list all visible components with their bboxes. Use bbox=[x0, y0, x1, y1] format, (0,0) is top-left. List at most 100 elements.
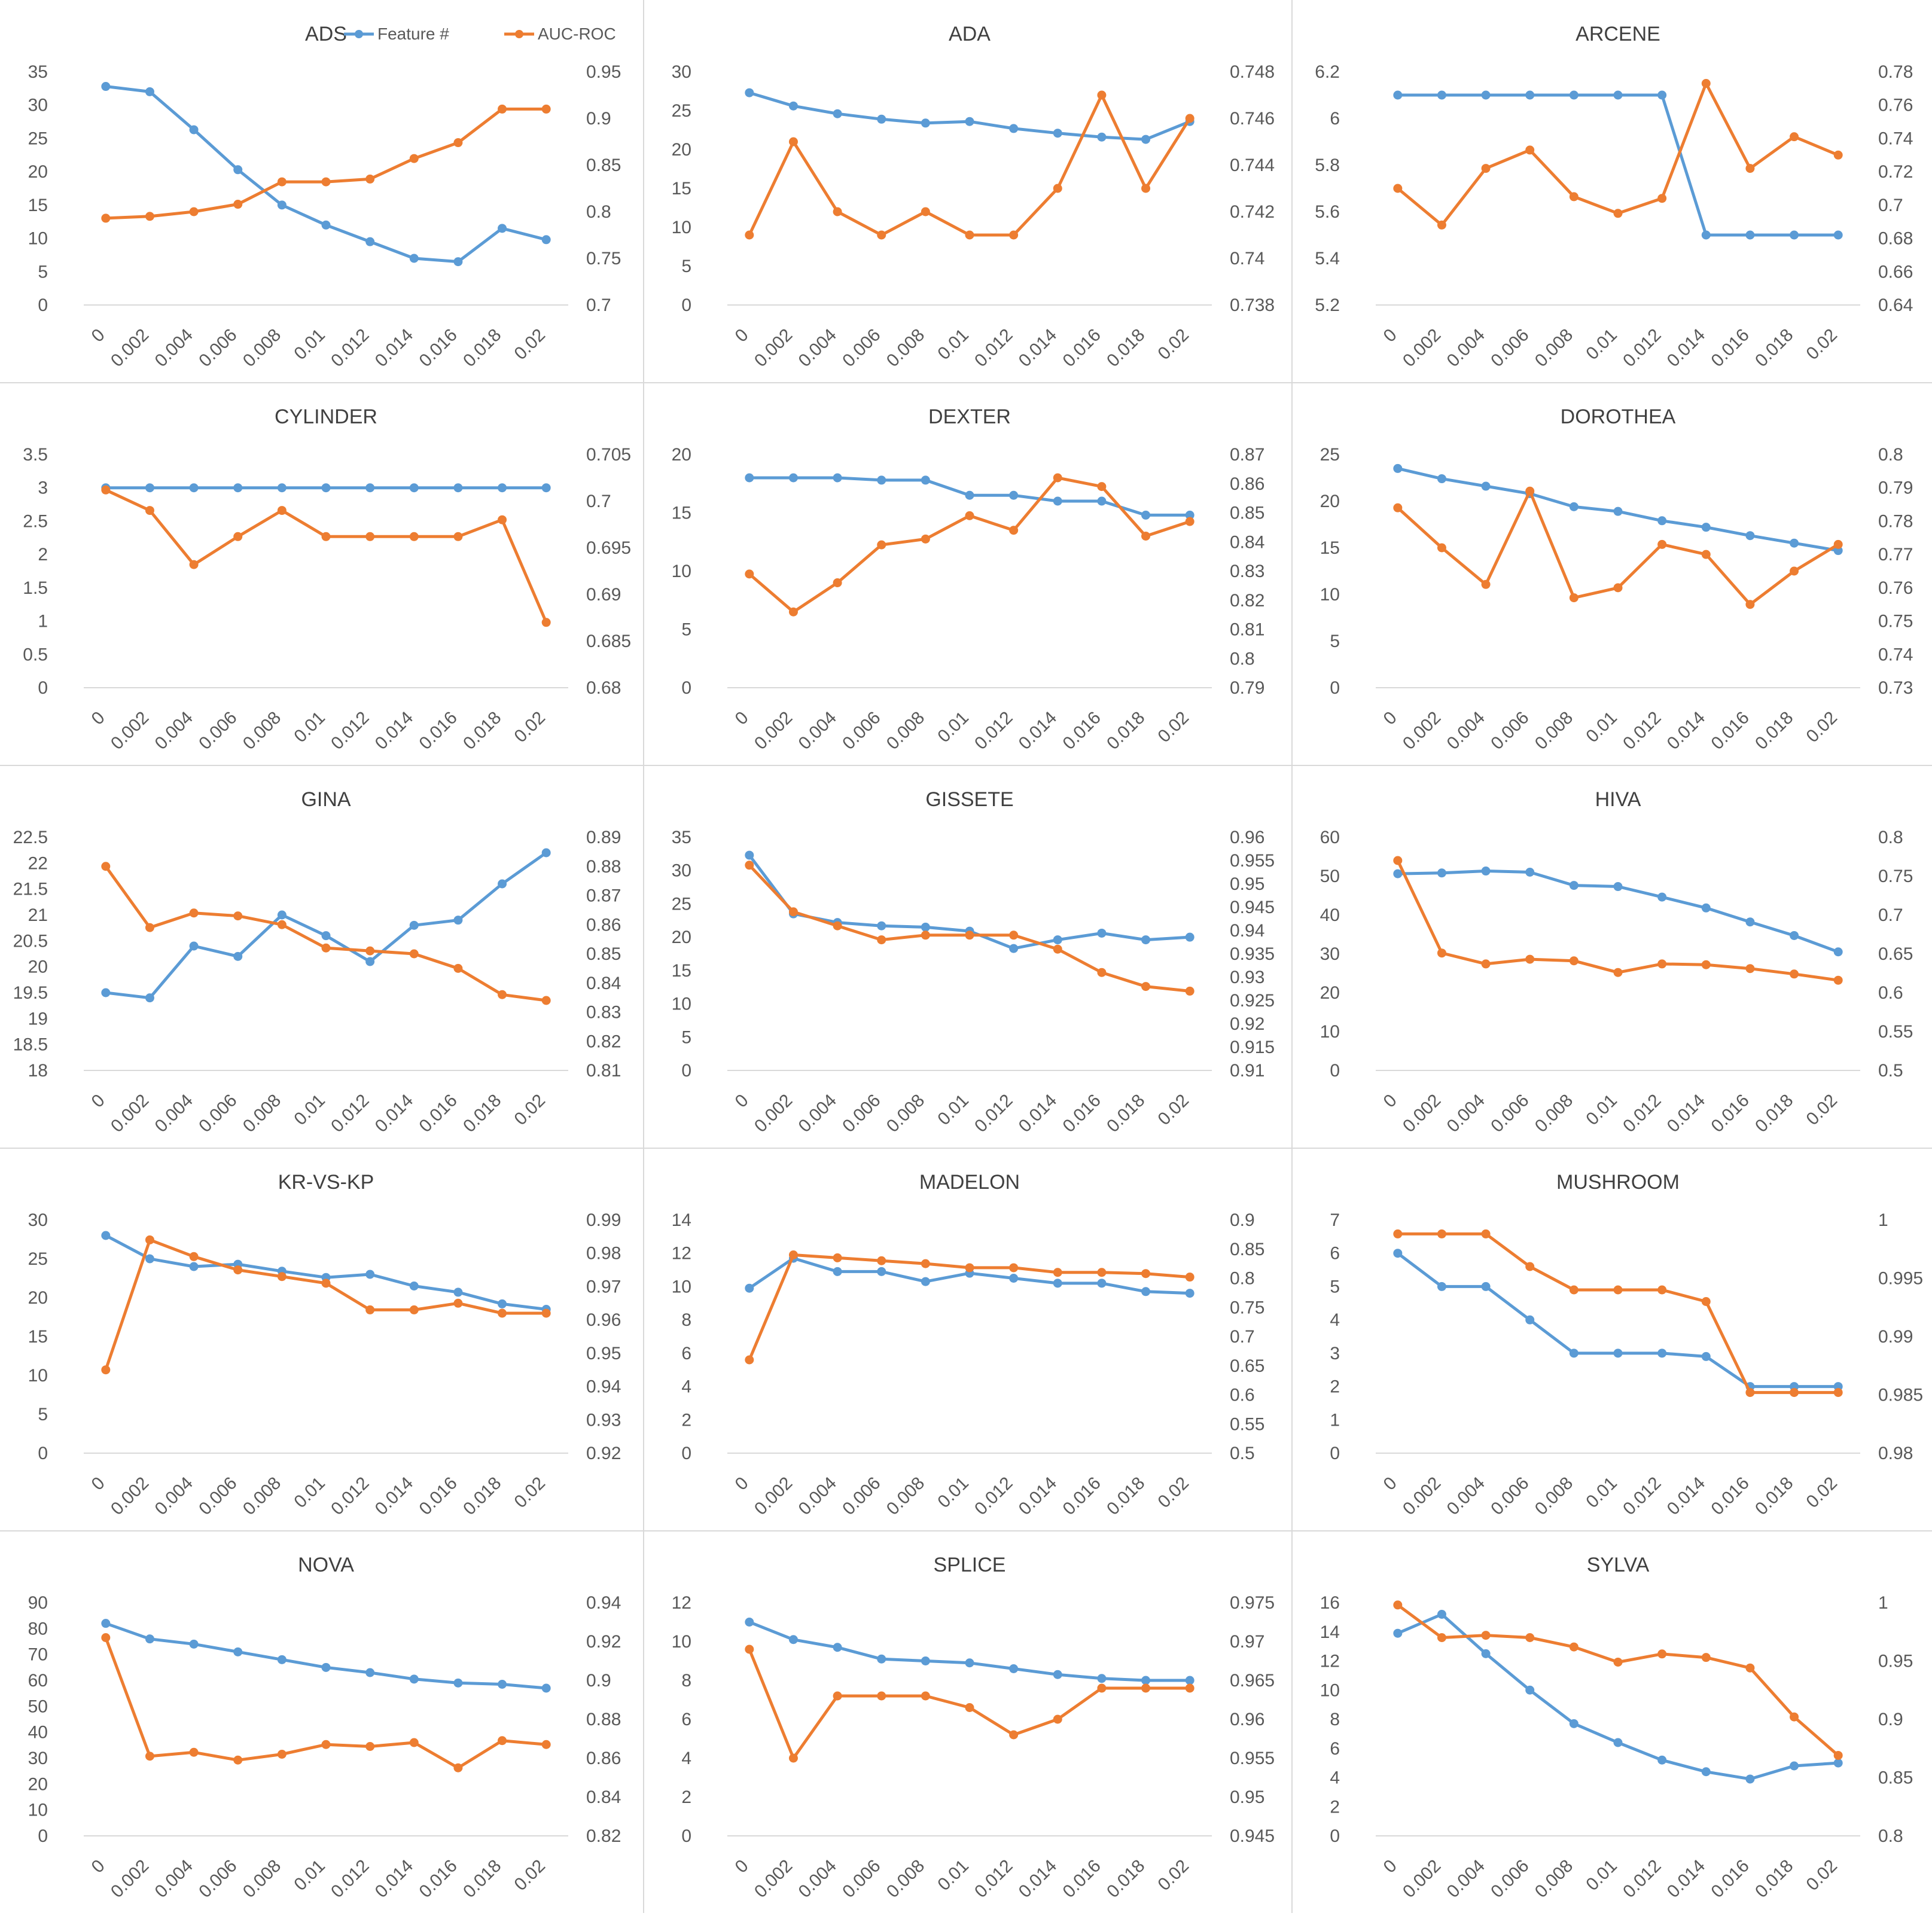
y-left-tick-label: 5 bbox=[681, 1027, 691, 1047]
feature-point bbox=[541, 1683, 551, 1693]
feature-point bbox=[1790, 1761, 1799, 1771]
y-left-tick-label: 15 bbox=[672, 504, 691, 523]
x-tick-label: 0.006 bbox=[839, 708, 884, 753]
feature-point bbox=[1053, 1670, 1062, 1679]
auc-point bbox=[1437, 1229, 1446, 1238]
feature-point bbox=[321, 931, 331, 941]
auc-series-line bbox=[1396, 859, 1839, 982]
y-right-tick-label: 0.99 bbox=[586, 1210, 621, 1230]
feature-point bbox=[1657, 1348, 1667, 1358]
feature-point bbox=[1437, 868, 1446, 878]
auc-point bbox=[1393, 184, 1403, 193]
auc-point bbox=[1053, 1714, 1062, 1724]
y-left-tick-label: 0 bbox=[681, 1061, 691, 1081]
x-tick-label: 0.016 bbox=[415, 1091, 461, 1136]
y-left-tick-label: 20 bbox=[28, 957, 48, 977]
x-tick-label: 0.014 bbox=[1663, 1473, 1709, 1519]
y-left-tick-label: 15 bbox=[672, 961, 691, 981]
feature-point bbox=[1185, 1676, 1194, 1685]
x-tick-label: 0.018 bbox=[1751, 1856, 1797, 1902]
auc-point bbox=[1097, 1268, 1107, 1277]
auc-point bbox=[1790, 969, 1799, 979]
auc-point bbox=[1790, 132, 1799, 142]
y-left-tick-label: 20.5 bbox=[13, 931, 48, 951]
y-right-tick-label: 0.64 bbox=[1878, 295, 1913, 315]
y-left-tick-label: 30 bbox=[28, 96, 48, 115]
feature-point bbox=[745, 473, 754, 483]
feature-point bbox=[1481, 90, 1491, 100]
feature-point bbox=[189, 941, 199, 951]
y-left-tick-label: 25 bbox=[672, 101, 691, 121]
y-right-tick-label: 0.94 bbox=[1230, 921, 1264, 941]
auc-point bbox=[189, 207, 199, 216]
y-left-tick-label: 6 bbox=[681, 1344, 691, 1363]
auc-point bbox=[1481, 579, 1491, 589]
auc-point bbox=[277, 1750, 287, 1759]
auc-point bbox=[1745, 1388, 1755, 1398]
auc-point bbox=[1009, 1263, 1019, 1273]
y-left-tick-label: 16 bbox=[1320, 1593, 1340, 1613]
feature-point bbox=[321, 1662, 331, 1672]
auc-point bbox=[277, 506, 287, 515]
y-left-tick-label: 0 bbox=[1330, 1826, 1340, 1846]
x-tick-label: 0 bbox=[1380, 325, 1401, 346]
x-tick-label: 0.014 bbox=[1663, 1856, 1709, 1902]
auc-point bbox=[788, 1753, 798, 1763]
y-left-tick-label: 3.5 bbox=[23, 445, 48, 465]
auc-point bbox=[1009, 930, 1019, 940]
x-tick-label: 0.01 bbox=[934, 708, 973, 747]
feature-point bbox=[921, 118, 930, 128]
x-tick-label: 0.012 bbox=[1619, 1091, 1665, 1136]
x-tick-label: 0.01 bbox=[1582, 1091, 1621, 1130]
auc-point bbox=[965, 1263, 974, 1273]
x-tick-label: 0.004 bbox=[1443, 708, 1489, 753]
y-left-tick-label: 3 bbox=[1330, 1344, 1340, 1363]
x-tick-label: 0.02 bbox=[511, 1856, 550, 1895]
y-right-tick-label: 0.93 bbox=[586, 1410, 621, 1430]
y-right-tick-label: 0.8 bbox=[586, 202, 611, 222]
auc-point bbox=[1185, 517, 1194, 526]
feature-point bbox=[1009, 1664, 1019, 1673]
feature-point bbox=[745, 850, 754, 860]
feature-point bbox=[1009, 944, 1019, 953]
feature-point bbox=[1481, 1649, 1491, 1658]
y-left-tick-label: 2 bbox=[1330, 1377, 1340, 1397]
y-left-tick-label: 5 bbox=[38, 262, 48, 282]
feature-point bbox=[1009, 124, 1019, 133]
auc-point bbox=[1097, 1683, 1107, 1693]
x-tick-label: 0.01 bbox=[290, 1473, 329, 1512]
x-tick-label: 0.016 bbox=[1707, 708, 1753, 753]
x-tick-label: 0.018 bbox=[1103, 1856, 1148, 1902]
feature-point bbox=[453, 1287, 463, 1297]
x-tick-label: 0.002 bbox=[751, 708, 796, 753]
auc-point bbox=[1701, 550, 1711, 559]
y-right-tick-label: 0.85 bbox=[586, 155, 621, 175]
auc-point bbox=[498, 1736, 507, 1746]
feature-point bbox=[1437, 1282, 1446, 1291]
y-right-tick-label: 0.98 bbox=[586, 1244, 621, 1264]
auc-point bbox=[921, 534, 930, 544]
y-right-tick-label: 0.7 bbox=[586, 295, 611, 315]
y-left-tick-label: 19 bbox=[28, 1009, 48, 1029]
x-tick-label: 0.006 bbox=[1487, 1091, 1532, 1136]
y-left-tick-label: 10 bbox=[672, 562, 691, 581]
x-tick-label: 0.004 bbox=[795, 1091, 840, 1136]
feature-point bbox=[145, 1634, 154, 1644]
feature-point bbox=[409, 1674, 419, 1684]
y-left-tick-label: 0 bbox=[1330, 1444, 1340, 1463]
x-tick-label: 0.006 bbox=[839, 1856, 884, 1902]
auc-point bbox=[1053, 184, 1062, 193]
auc-point bbox=[365, 946, 375, 956]
y-right-tick-label: 0.94 bbox=[586, 1377, 621, 1397]
x-tick-label: 0.018 bbox=[1751, 1091, 1797, 1136]
y-right-tick-label: 0.935 bbox=[1230, 944, 1275, 964]
x-tick-label: 0.016 bbox=[1707, 1473, 1753, 1519]
feature-point bbox=[965, 1658, 974, 1668]
feature-point bbox=[277, 1655, 287, 1664]
y-right-tick-label: 0.91 bbox=[1230, 1061, 1264, 1081]
auc-point bbox=[1569, 956, 1578, 966]
x-tick-label: 0.002 bbox=[751, 1473, 796, 1519]
y-left-tick-label: 0 bbox=[38, 678, 48, 698]
chart-title: SPLICE bbox=[934, 1554, 1006, 1576]
feature-point bbox=[1657, 90, 1667, 100]
